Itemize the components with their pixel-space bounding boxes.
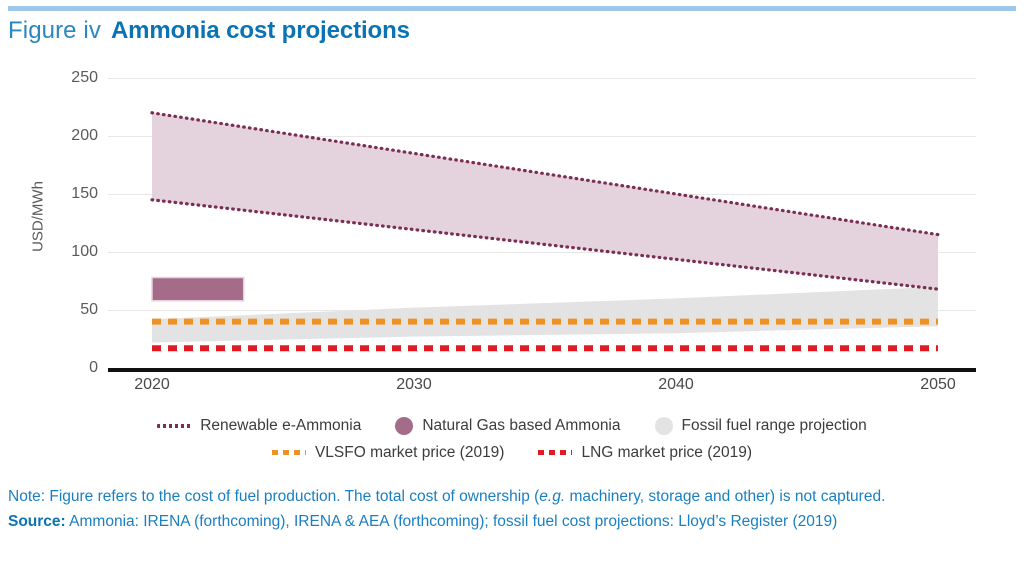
figure-label: Figure iv	[8, 17, 101, 44]
x-tick-2020: 2020	[134, 376, 170, 393]
y-tick-200: 200	[71, 127, 98, 144]
gridline-200	[108, 136, 976, 137]
plot-area	[108, 58, 976, 370]
circle-marker-icon	[395, 416, 414, 435]
x-tick-2050: 2050	[920, 376, 956, 393]
chart-container: USD/MWh 250 200 150 100 50 0	[0, 58, 1024, 398]
note-text: Note: Figure refers to the cost of fuel …	[8, 484, 1016, 509]
legend-row-2: VLSFO market price (2019) LNG market pri…	[0, 439, 1024, 466]
footnotes: Note: Figure refers to the cost of fuel …	[8, 484, 1016, 534]
y-tick-100: 100	[71, 243, 98, 260]
x-tick-2040: 2040	[658, 376, 694, 393]
legend-label-vlsfo-market-price: VLSFO market price (2019)	[314, 443, 505, 461]
series-natural-gas-bar	[151, 276, 245, 302]
y-tick-250: 250	[71, 69, 98, 86]
page-title: Ammonia cost projections	[110, 17, 410, 44]
x-axis-line	[108, 368, 976, 372]
dotted-line-icon	[157, 423, 192, 428]
gridline-100	[108, 252, 976, 253]
y-tick-150: 150	[71, 185, 98, 202]
source-label: Source:	[8, 513, 66, 530]
legend-row-1: Renewable e-Ammonia Natural Gas based Am…	[0, 412, 1024, 439]
legend-item-fossil-fuel-range-projection[interactable]: Fossil fuel range projection	[654, 416, 867, 435]
legend-label-renewable-e-ammonia: Renewable e-Ammonia	[200, 416, 362, 434]
series-fossil-fuel-range	[152, 286, 938, 343]
top-rule-divider	[8, 6, 1016, 11]
note-suffix: machinery, storage and other) is not cap…	[565, 488, 886, 505]
y-axis-ticks: 250 200 150 100 50 0	[50, 58, 98, 376]
legend-label-natural-gas-based-ammonia: Natural Gas based Ammonia	[422, 416, 621, 434]
dashed-line-icon	[271, 450, 306, 455]
note-italic: e.g.	[539, 488, 566, 505]
legend-item-lng-market-price[interactable]: LNG market price (2019)	[538, 444, 752, 462]
legend-item-natural-gas-based-ammonia[interactable]: Natural Gas based Ammonia	[395, 416, 621, 435]
legend-item-renewable-e-ammonia[interactable]: Renewable e-Ammonia	[157, 417, 361, 435]
circle-marker-icon	[654, 416, 673, 435]
y-tick-50: 50	[80, 301, 98, 318]
y-axis-title: USD/MWh	[29, 181, 47, 252]
chart-series-svg	[150, 111, 940, 352]
series-renewable-e-ammonia-upper-edge	[150, 111, 940, 237]
legend-label-lng-market-price: LNG market price (2019)	[581, 443, 753, 461]
figure-heading: Figure iv Ammonia cost projections	[8, 17, 410, 45]
dashed-line-icon	[538, 450, 573, 455]
y-tick-0: 0	[89, 359, 98, 376]
chart-legend: Renewable e-Ammonia Natural Gas based Am…	[0, 412, 1024, 466]
series-renewable-e-ammonia-fill	[152, 112, 938, 290]
note-prefix: Note: Figure refers to the cost of fuel …	[8, 488, 540, 505]
legend-label-fossil-fuel-range-projection: Fossil fuel range projection	[681, 416, 867, 434]
source-text: Source: Ammonia: IRENA (forthcoming), IR…	[8, 509, 1016, 534]
x-tick-2030: 2030	[396, 376, 432, 393]
gridline-250	[108, 78, 976, 79]
legend-item-vlsfo-market-price[interactable]: VLSFO market price (2019)	[271, 443, 505, 462]
source-body: Ammonia: IRENA (forthcoming), IRENA & AE…	[65, 513, 838, 530]
series-renewable-e-ammonia-lower-edge	[150, 198, 940, 291]
